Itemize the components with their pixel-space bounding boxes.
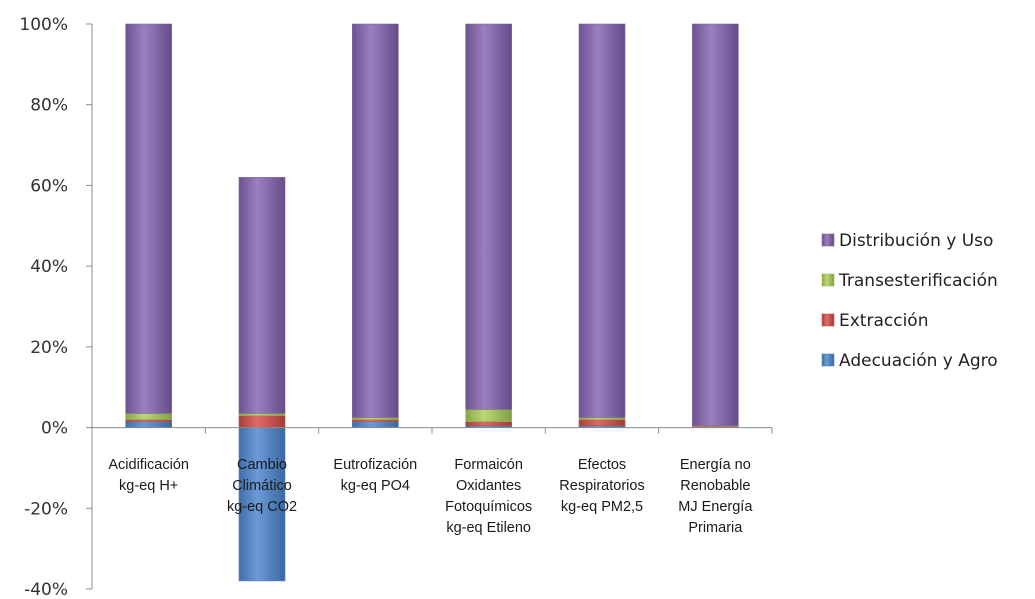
bar-segment-5-4 [578,23,626,418]
y-tick-label: 60% [30,176,68,196]
bar-segment-4-2 [465,421,512,426]
bar-segment-1-1 [125,421,172,428]
legend-label: Distribución y Uso [839,231,993,251]
bar-segment-3-4 [352,23,399,418]
bar-segment-2-1 [238,427,286,582]
y-axis: 100% 80% 60% 40% 20% 0% -20% -40% [19,15,93,599]
legend-item: Extracción [821,311,928,331]
bar-segment-1-3 [125,413,172,420]
y-tick-label: 0% [41,419,68,439]
bars [125,23,739,582]
y-tick-label: -20% [24,499,68,519]
x-axis [91,427,773,434]
bar-segment-2-2 [238,415,286,428]
legend-swatch [821,233,835,247]
bar-segment-5-3 [578,417,626,420]
legend-label: Transesterificación [838,271,998,291]
bar-segment-2-4 [238,177,286,414]
category-label: Cambio Climático kg-eq CO2 [227,457,297,515]
legend: Distribución y Uso Transesterificación Ext… [821,231,998,371]
legend-label: Adecuación y Agro [839,351,998,371]
bar-segment-3-2 [352,419,399,422]
bar-segment-6-4 [692,23,739,426]
category-label: Efectos Respiratorios kg-eq PM2,5 [559,457,644,515]
category-label: Eutrofización kg-eq PO4 [333,457,417,494]
legend-item: Adecuación y Agro [821,351,998,371]
y-tick-label: 100% [19,15,68,35]
bar-segment-3-3 [352,417,399,420]
category-label: Formaicón Oxidantes Fotoquímicos kg-eq Etil… [445,457,532,536]
category-label: Energía no Renobable MJ Energía Primaria [678,457,753,536]
bar-segment-3-1 [352,421,399,428]
bar-segment-4-3 [465,409,512,422]
bar-segment-4-4 [465,23,512,410]
legend-item: Transesterificación [821,271,998,291]
legend-swatch [821,313,835,327]
legend-label: Extracción [839,311,928,331]
y-tick-label: 20% [30,338,68,358]
bar-segment-2-3 [238,413,286,416]
legend-swatch [821,353,835,367]
y-tick-label: -40% [24,580,68,599]
legend-item: Distribución y Uso [821,231,993,251]
bar-segment-1-4 [125,23,172,414]
bar-segment-1-2 [125,419,172,422]
legend-swatch [821,273,835,287]
bar-segment-5-2 [578,419,626,426]
category-label: Acidificación kg-eq H+ [108,457,189,494]
category-labels: Acidificación kg-eq H+ Cambio Climático kg-e… [108,457,753,536]
y-tick-label: 40% [30,257,68,277]
y-tick-label: 80% [30,96,68,116]
